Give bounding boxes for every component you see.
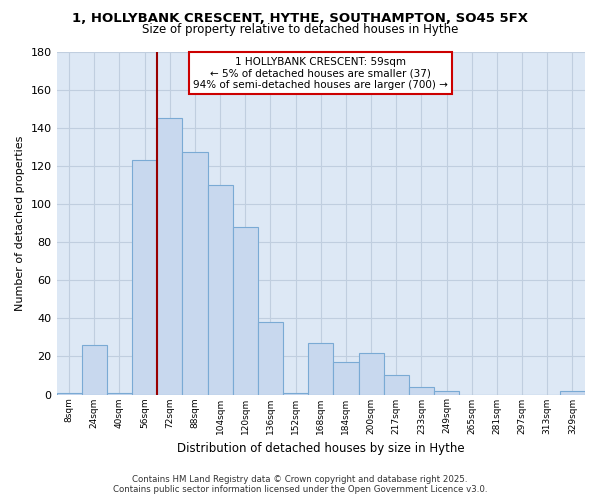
Text: 1 HOLLYBANK CRESCENT: 59sqm
← 5% of detached houses are smaller (37)
94% of semi: 1 HOLLYBANK CRESCENT: 59sqm ← 5% of deta… (193, 56, 448, 90)
Bar (107, 392, 132, 394)
Bar (383, 376, 409, 394)
Bar (434, 390, 459, 394)
Bar (208, 185, 233, 394)
Bar (233, 227, 258, 394)
Bar (308, 343, 334, 394)
Bar (157, 118, 182, 394)
Bar (258, 322, 283, 394)
Bar (182, 152, 208, 394)
Y-axis label: Number of detached properties: Number of detached properties (15, 136, 25, 310)
Text: 1, HOLLYBANK CRESCENT, HYTHE, SOUTHAMPTON, SO45 5FX: 1, HOLLYBANK CRESCENT, HYTHE, SOUTHAMPTO… (72, 12, 528, 26)
Bar (82, 345, 107, 395)
Bar (283, 392, 308, 394)
Bar (560, 390, 585, 394)
Bar (409, 387, 434, 394)
Bar (359, 352, 383, 395)
Text: Contains HM Land Registry data © Crown copyright and database right 2025.
Contai: Contains HM Land Registry data © Crown c… (113, 474, 487, 494)
Bar (334, 362, 359, 394)
Bar (132, 160, 157, 394)
Bar (56, 392, 82, 394)
Text: Size of property relative to detached houses in Hythe: Size of property relative to detached ho… (142, 24, 458, 36)
X-axis label: Distribution of detached houses by size in Hythe: Distribution of detached houses by size … (177, 442, 464, 455)
